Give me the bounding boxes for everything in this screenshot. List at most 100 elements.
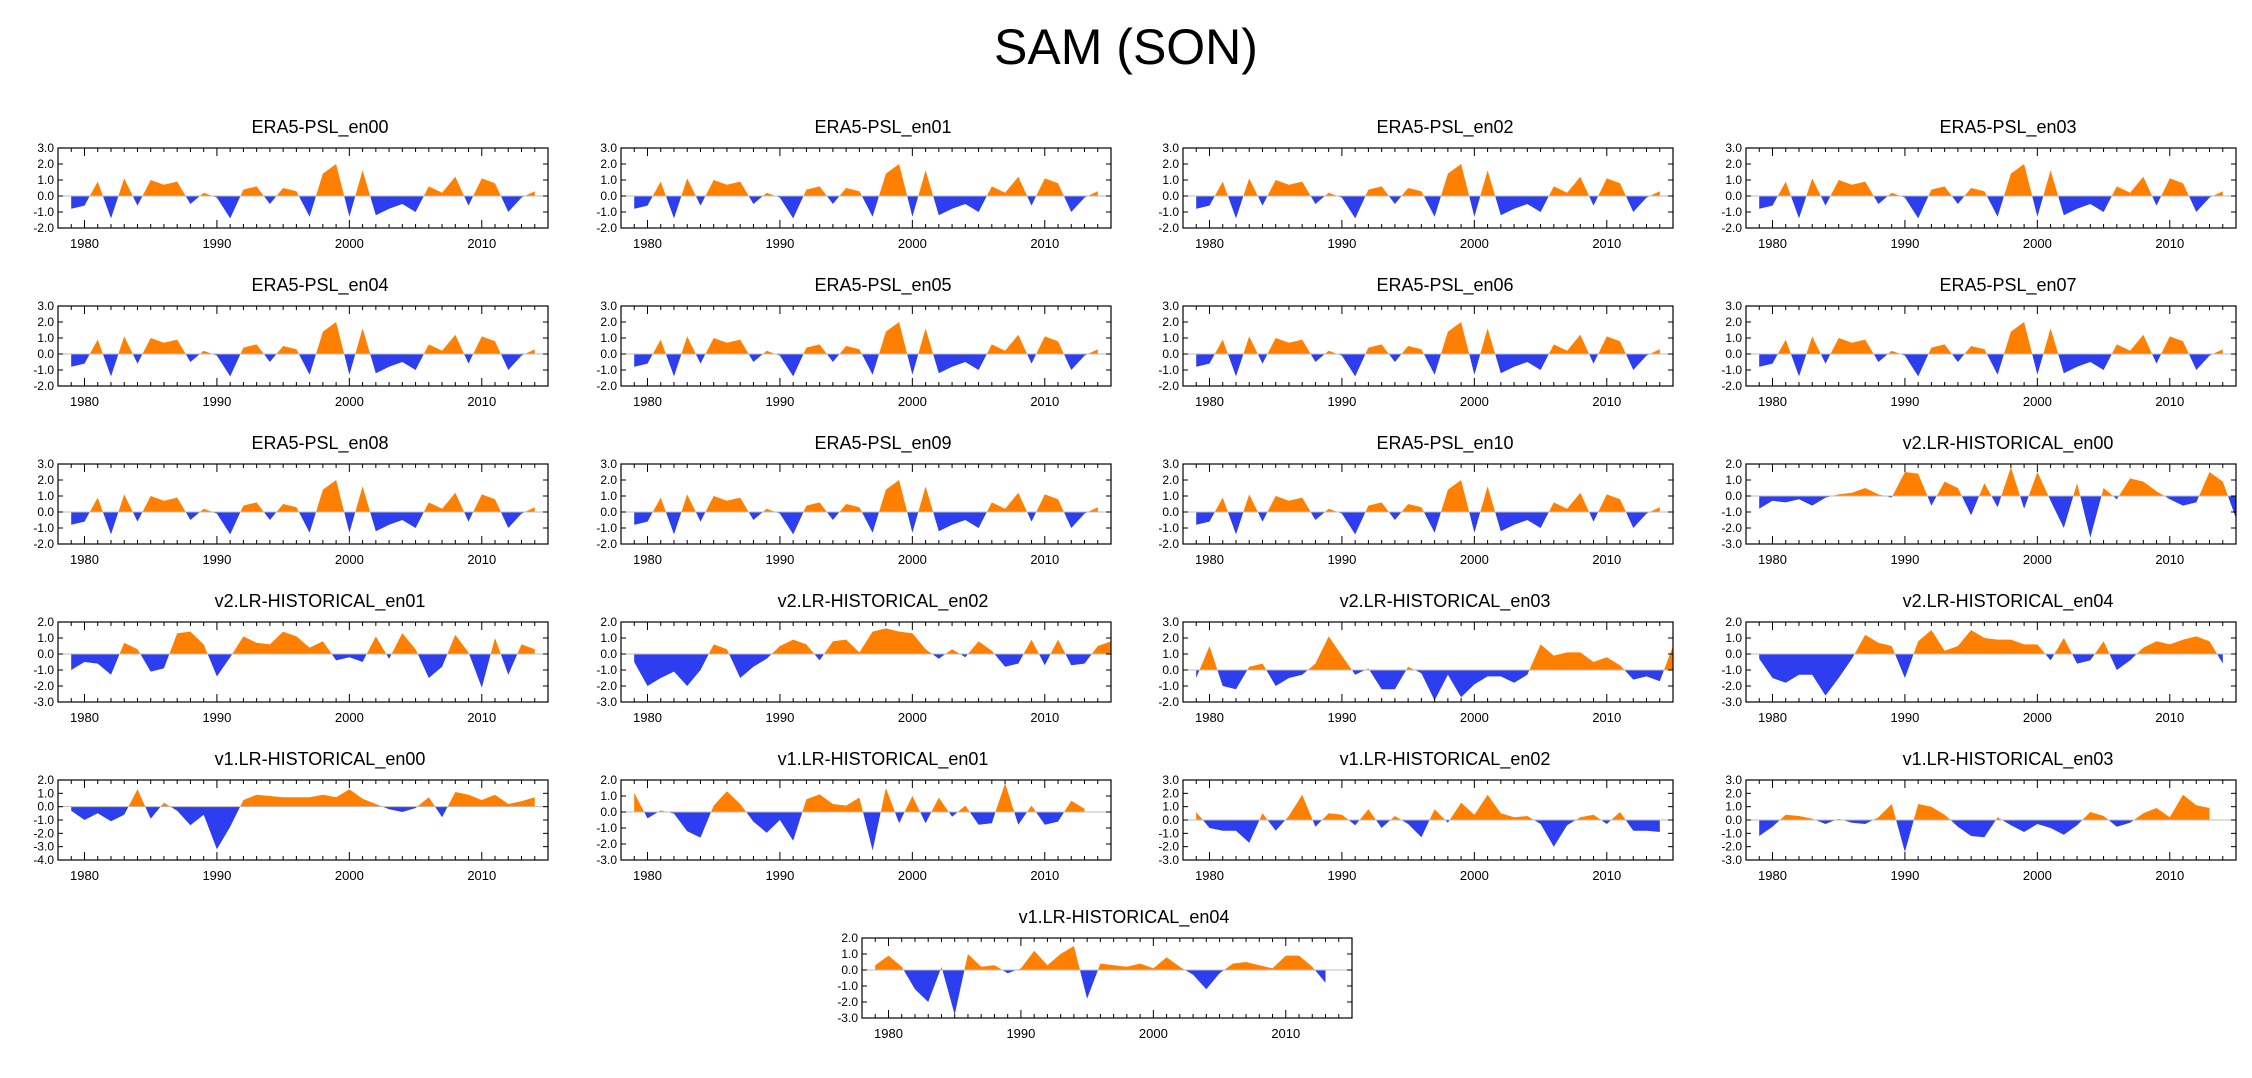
x-tick-label: 2010 xyxy=(1030,868,1059,883)
x-tick-label: 2010 xyxy=(2155,710,2184,725)
chart-svg: 3.0 2.0 1.0 0.0 -1.0 -2.0 1980 1990 2000 2010 xyxy=(1158,141,1674,251)
y-tick-label: -1.0 xyxy=(1721,205,1742,219)
positive-area-series xyxy=(1196,164,1660,196)
panel-title: v1.LR-HISTORICAL_en03 xyxy=(1902,749,2114,769)
y-tick-label: 2.0 xyxy=(600,157,617,171)
y-tick-label: 2.0 xyxy=(37,473,54,487)
negative-area-series xyxy=(71,654,535,688)
x-tick-label: 2010 xyxy=(467,552,496,567)
y-tick-label: -3.0 xyxy=(596,853,617,867)
y-tick-label: 2.0 xyxy=(600,615,617,629)
panel-title: v2.LR-HISTORICAL_en03 xyxy=(1339,591,1551,611)
y-tick-label: -1.0 xyxy=(1158,205,1179,219)
y-tick-label: -1.0 xyxy=(33,663,54,677)
y-tick-label: 2.0 xyxy=(1162,631,1179,645)
y-tick-label: 1.0 xyxy=(600,489,617,503)
y-tick-label: 1.0 xyxy=(37,173,54,187)
panel-title: v1.LR-HISTORICAL_en01 xyxy=(777,749,989,769)
chart-panel: ERA5-PSL_en06 3.0 2.0 1.0 0.0 -1.0 -2.0 1980 199… xyxy=(1158,275,1725,425)
x-tick-label: 2000 xyxy=(2023,868,2052,883)
y-tick-label: -1.0 xyxy=(1158,363,1179,377)
y-tick-label: 0.0 xyxy=(37,347,54,361)
panel-title: ERA5-PSL_en07 xyxy=(1939,275,2077,295)
chart-panel: ERA5-PSL_en07 3.0 2.0 1.0 0.0 -1.0 -2.0 1980 199… xyxy=(1721,275,2252,425)
x-tick-label: 1990 xyxy=(1890,236,1919,251)
y-tick-label: 1.0 xyxy=(1725,631,1742,645)
chart-svg: 3.0 2.0 1.0 0.0 -1.0 -2.0 1980 1990 2000 2010 xyxy=(33,299,549,409)
x-tick-label: 2000 xyxy=(898,236,927,251)
plot-frame xyxy=(1182,147,1674,229)
chart-svg: 3.0 2.0 1.0 0.0 -1.0 -2.0 1980 1990 2000 2010 xyxy=(596,299,1112,409)
x-tick-label: 2010 xyxy=(1030,552,1059,567)
panel-title: ERA5-PSL_en02 xyxy=(1376,117,1514,137)
plot-frame xyxy=(620,779,1112,861)
chart-panel: ERA5-PSL_en01 3.0 2.0 1.0 0.0 -1.0 -2.0 1980 199… xyxy=(596,117,1163,267)
chart-svg: 2.0 1.0 0.0 -1.0 -2.0 -3.0 1980 1990 2000 2010 xyxy=(837,931,1353,1041)
plot-frame xyxy=(1182,305,1674,387)
y-tick-label: 3.0 xyxy=(1162,299,1179,313)
y-tick-label: 0.0 xyxy=(600,189,617,203)
y-tick-label: -2.0 xyxy=(1721,840,1742,854)
x-tick-label: 1980 xyxy=(1758,710,1787,725)
y-tick-label: -1.0 xyxy=(33,363,54,377)
y-tick-label: -1.0 xyxy=(1158,826,1179,840)
y-tick-label: 0.0 xyxy=(37,647,54,661)
y-tick-label: -2.0 xyxy=(33,537,54,551)
x-tick-label: 2000 xyxy=(2023,552,2052,567)
chart-panel: ERA5-PSL_en03 3.0 2.0 1.0 0.0 -1.0 -2.0 1980 199… xyxy=(1721,117,2252,267)
y-tick-label: 0.0 xyxy=(1162,189,1179,203)
x-tick-label: 2010 xyxy=(1030,710,1059,725)
y-tick-label: -2.0 xyxy=(33,221,54,235)
x-tick-label: 1980 xyxy=(1758,236,1787,251)
x-tick-label: 1980 xyxy=(633,394,662,409)
chart-svg: 3.0 2.0 1.0 0.0 -1.0 -2.0 1980 1990 2000 2010 xyxy=(1721,141,2237,251)
x-tick-label: 2010 xyxy=(2155,552,2184,567)
chart-svg: 3.0 2.0 1.0 0.0 -1.0 -2.0 1980 1990 2000 2010 xyxy=(596,141,1112,251)
positive-area-series xyxy=(71,322,535,354)
y-tick-label: 0.0 xyxy=(1725,189,1742,203)
y-tick-label: 2.0 xyxy=(1725,615,1742,629)
plot-frame xyxy=(57,305,549,387)
y-tick-label: -2.0 xyxy=(1721,521,1742,535)
plot-frame xyxy=(1745,463,2237,545)
x-tick-label: 1980 xyxy=(1758,394,1787,409)
y-tick-label: -2.0 xyxy=(596,679,617,693)
x-tick-label: 1990 xyxy=(765,394,794,409)
x-tick-label: 2000 xyxy=(898,710,927,725)
y-tick-label: 2.0 xyxy=(1162,786,1179,800)
panel-title: v1.LR-HISTORICAL_en04 xyxy=(1018,907,1230,927)
panel-title: ERA5-PSL_en08 xyxy=(251,433,389,453)
y-tick-label: 0.0 xyxy=(600,347,617,361)
x-tick-label: 1980 xyxy=(1758,868,1787,883)
x-tick-label: 1990 xyxy=(765,236,794,251)
y-tick-label: 3.0 xyxy=(37,141,54,155)
chart-svg: 3.02.01.00.0-1.0-2.0-3.0 1980 1990 2000 2010 xyxy=(1158,773,1674,883)
chart-svg: 3.0 2.0 1.0 0.0 -1.0 -2.0 1980 1990 2000 2010 xyxy=(1158,299,1674,409)
chart-panel: v2.LR-HISTORICAL_en00 2.0 1.0 0.0 -1.0 -2.0 -3… xyxy=(1721,433,2252,583)
plot-frame xyxy=(861,937,1353,1019)
y-tick-label: -2.0 xyxy=(596,537,617,551)
y-tick-label: 2.0 xyxy=(37,773,54,787)
positive-area-series xyxy=(71,164,535,196)
positive-area-series xyxy=(634,783,1085,812)
y-tick-label: 3.0 xyxy=(600,141,617,155)
y-tick-label: -2.0 xyxy=(596,221,617,235)
y-tick-label: -3.0 xyxy=(1721,537,1742,551)
chart-panel: v1.LR-HISTORICAL_en00 2.0 1.0 0.0 -1.0 -2.0 -3… xyxy=(33,749,600,899)
panel-title: ERA5-PSL_en05 xyxy=(814,275,952,295)
x-tick-label: 2010 xyxy=(467,236,496,251)
panel-title: ERA5-PSL_en04 xyxy=(251,275,389,295)
y-tick-label: -1.0 xyxy=(1721,826,1742,840)
x-tick-label: 1980 xyxy=(1195,868,1224,883)
x-tick-label: 2000 xyxy=(2023,236,2052,251)
y-tick-label: 1.0 xyxy=(1725,331,1742,345)
chart-svg: 3.0 2.0 1.0 0.0 -1.0 -2.0 1980 1990 2000 2010 xyxy=(33,141,549,251)
x-tick-label: 2000 xyxy=(1139,1026,1168,1041)
x-tick-label: 1990 xyxy=(202,236,231,251)
chart-svg: 2.0 1.0 0.0 -1.0 -2.0 -3.0 1980 1990 2000 2010 xyxy=(596,773,1112,883)
x-tick-label: 1990 xyxy=(202,552,231,567)
y-tick-label: -2.0 xyxy=(1721,379,1742,393)
y-tick-label: -2.0 xyxy=(33,826,54,840)
negative-area-series xyxy=(1759,496,2236,538)
x-tick-label: 1990 xyxy=(1327,236,1356,251)
